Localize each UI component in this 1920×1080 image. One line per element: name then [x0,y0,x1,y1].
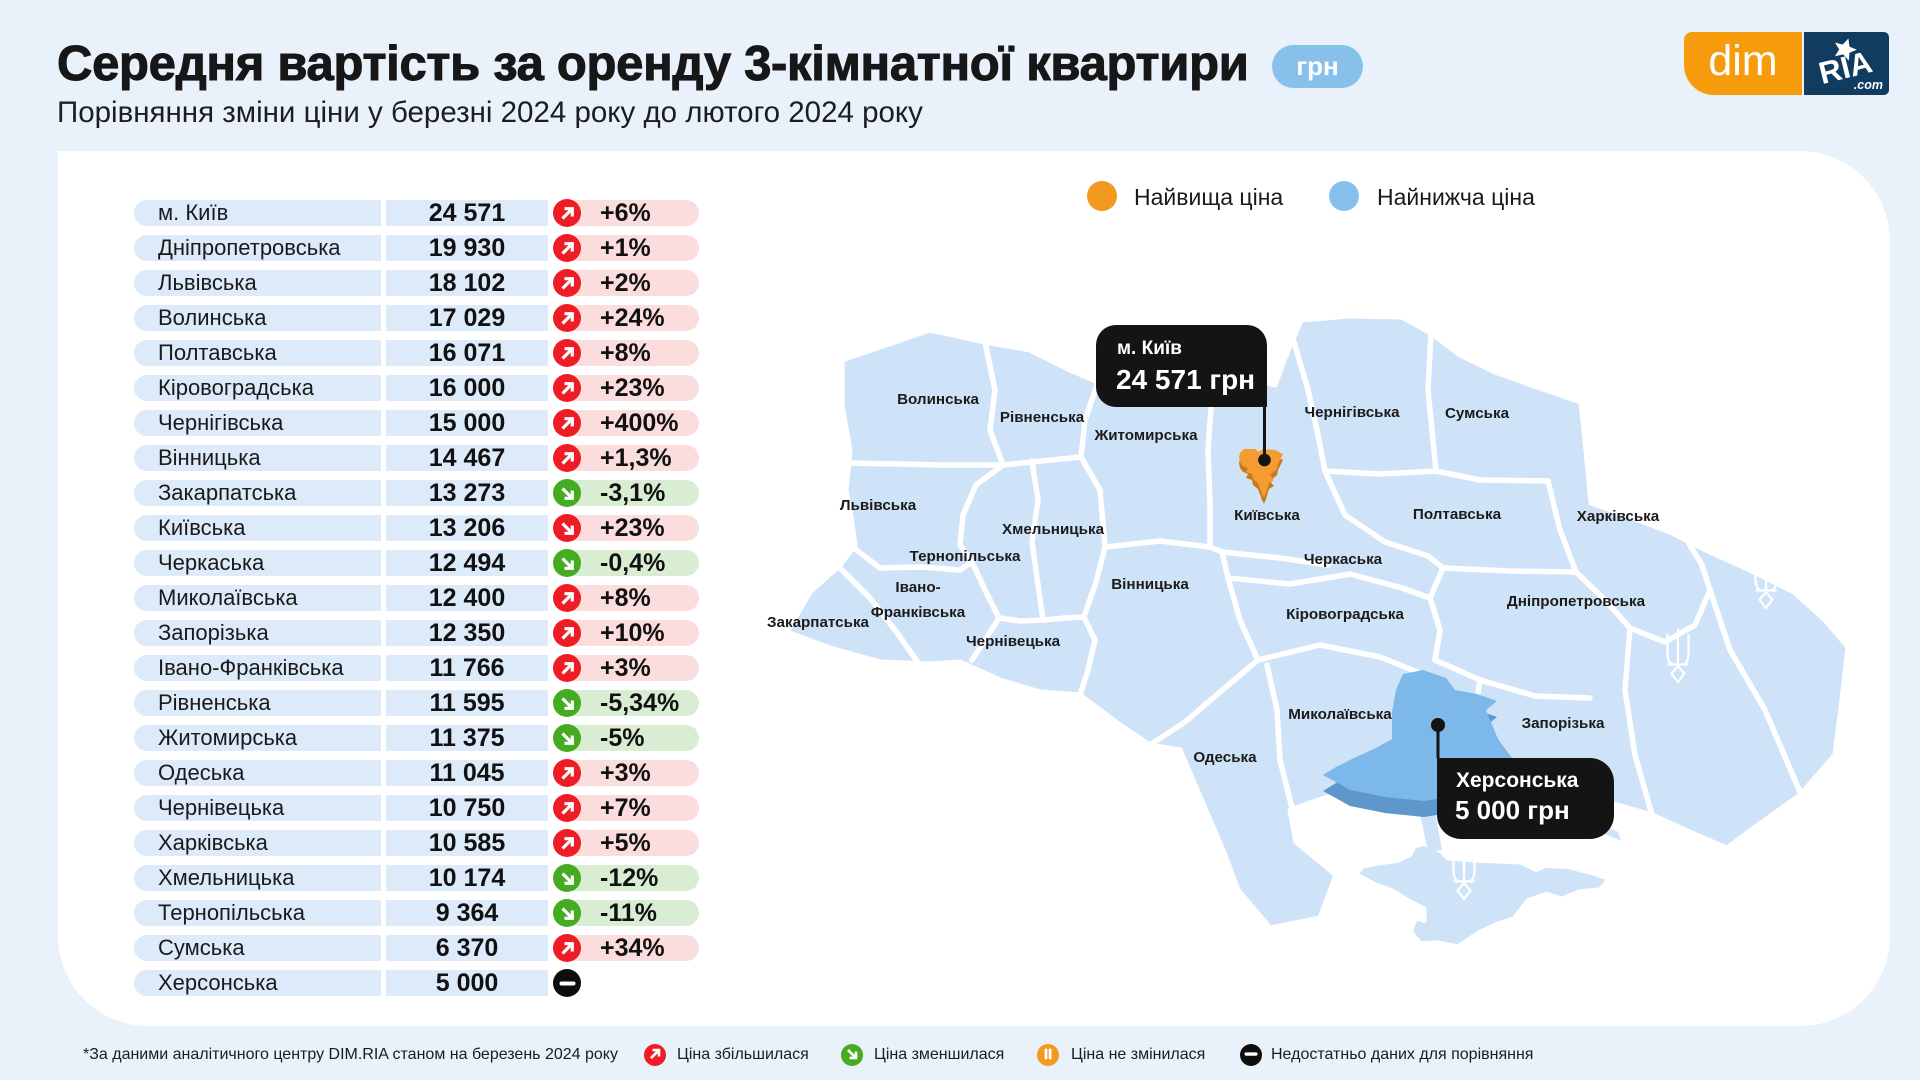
svg-text:Франківська: Франківська [871,604,966,621]
svg-text:Запорізька: Запорізька [1522,715,1605,732]
svg-text:Житомирська: Житомирська [1093,427,1198,444]
svg-text:Закарпатська: Закарпатська [767,614,870,631]
svg-text:Чернігівська: Чернігівська [1304,404,1400,421]
svg-text:Львівська: Львівська [840,497,917,514]
svg-text:Київська: Київська [1234,507,1300,524]
svg-text:Сумська: Сумська [1445,405,1510,422]
svg-text:Івано-: Івано- [895,579,940,596]
svg-text:Вінницька: Вінницька [1111,576,1189,593]
svg-text:Кіровоградська: Кіровоградська [1286,606,1404,623]
svg-text:Одеська: Одеська [1193,749,1257,766]
svg-text:Чернівецька: Чернівецька [966,633,1061,650]
svg-text:Хмельницька: Хмельницька [1002,521,1105,538]
svg-text:Дніпропетровська: Дніпропетровська [1507,593,1646,610]
svg-text:Волинська: Волинська [897,391,979,408]
svg-text:Рівненська: Рівненська [1000,409,1085,426]
svg-text:Харківська: Харківська [1577,508,1660,525]
svg-text:Полтавська: Полтавська [1413,506,1502,523]
svg-text:Миколаївська: Миколаївська [1288,706,1392,723]
svg-text:Тернопільська: Тернопільська [910,548,1021,565]
svg-text:Черкаська: Черкаська [1304,551,1383,568]
svg-text:.com: .com [1854,78,1883,92]
